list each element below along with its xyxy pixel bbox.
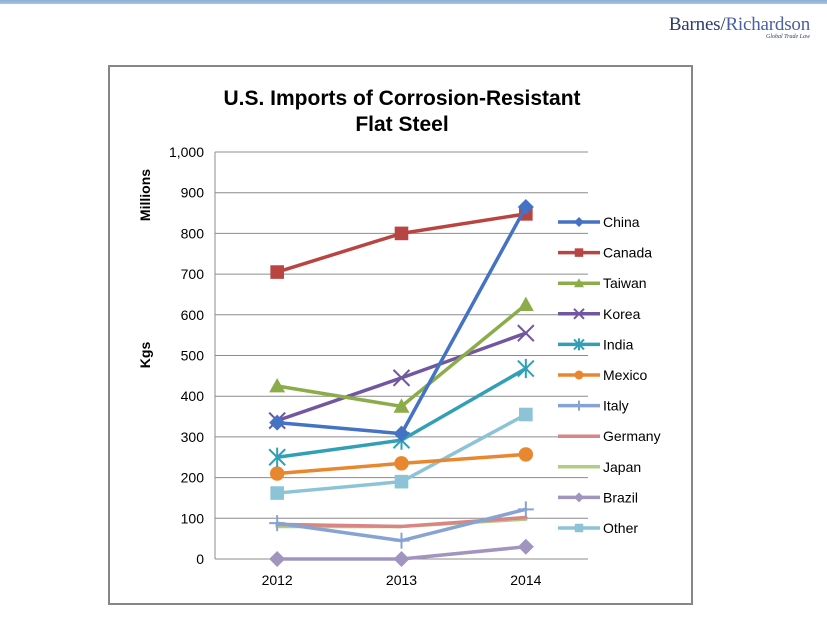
legend-item: Taiwan	[558, 275, 647, 291]
x-tick-label: 2012	[262, 572, 293, 588]
y-tick-label: 900	[181, 185, 205, 201]
data-point-marker	[269, 378, 286, 393]
legend-item: Mexico	[558, 367, 648, 383]
data-point-marker	[393, 551, 410, 567]
series-china	[269, 198, 534, 442]
legend-item: Brazil	[558, 489, 638, 505]
y-tick-label: 600	[181, 307, 205, 323]
legend-item: Other	[558, 520, 638, 536]
legend-label: India	[603, 336, 634, 352]
data-point-marker	[517, 501, 534, 518]
data-point-marker	[517, 358, 535, 379]
data-point-marker	[517, 296, 534, 312]
y-tick-label: 300	[181, 429, 205, 445]
legend-label: Japan	[603, 459, 641, 475]
data-point-marker	[518, 447, 534, 462]
data-point-marker	[394, 474, 409, 489]
legend-marker	[574, 370, 584, 380]
legend-label: Canada	[603, 245, 652, 261]
y-axis-title: Kgs	[137, 342, 153, 369]
legend-label: Other	[603, 520, 638, 536]
y-tick-label: 400	[181, 388, 205, 404]
legend-marker	[574, 278, 584, 288]
series-korea	[268, 324, 535, 430]
series-italy	[269, 501, 534, 549]
chart-frame: U.S. Imports of Corrosion-Resistant Flat …	[108, 65, 693, 605]
legend-label: Mexico	[603, 367, 648, 383]
series-lines	[268, 198, 535, 567]
legend-label: Germany	[603, 428, 661, 444]
axes: 0 100 200 300 400 500 600 700 800 900 1,000 2012 201…	[137, 144, 588, 588]
y-tick-label: 500	[181, 348, 205, 364]
legend-marker	[574, 217, 584, 227]
data-point-marker	[517, 324, 535, 342]
y-tick-label: 200	[181, 470, 205, 486]
legend-label: Italy	[603, 398, 629, 414]
chart-title-line: U.S. Imports of Corrosion-Resistant	[223, 87, 580, 110]
chart-title: U.S. Imports of Corrosion-Resistant Flat …	[223, 87, 580, 136]
legend-item: India	[558, 336, 634, 352]
legend-item: China	[558, 214, 640, 230]
data-point-marker	[270, 486, 284, 500]
series-taiwan	[269, 296, 534, 413]
legend-marker	[574, 400, 584, 411]
legend-item: Japan	[558, 459, 641, 475]
data-point-marker	[519, 407, 533, 422]
data-point-marker	[394, 226, 409, 241]
legend-marker	[573, 338, 585, 351]
legend-label: Brazil	[603, 489, 638, 505]
logo-barnes: Barnes/	[668, 14, 726, 35]
legend-label: China	[603, 214, 640, 230]
data-point-marker	[394, 456, 409, 471]
data-point-marker	[392, 369, 411, 387]
series-brazil	[269, 538, 534, 567]
legend-marker	[574, 248, 584, 257]
data-point-marker	[393, 398, 410, 413]
top-accent-bar	[0, 0, 827, 4]
y-tick-label: 1,000	[169, 144, 204, 160]
y-unit-label: Millions	[137, 169, 153, 221]
y-tick-label: 0	[196, 551, 204, 567]
legend-item: Italy	[558, 398, 629, 414]
legend-label: Korea	[603, 306, 641, 322]
legend-marker	[574, 523, 584, 533]
legend-item: Germany	[558, 428, 661, 444]
legend-marker	[573, 308, 585, 320]
logo-richardson: Richardson	[725, 14, 810, 35]
data-point-marker	[393, 425, 410, 442]
legend-marker	[574, 492, 584, 503]
series-mexico	[269, 447, 534, 481]
y-tick-label: 800	[181, 225, 205, 241]
data-point-marker	[269, 515, 286, 532]
data-point-marker	[269, 551, 286, 567]
legend: China Canada Taiwan Korea India Mexico Italy Ge…	[558, 214, 661, 536]
data-point-marker	[269, 466, 285, 481]
legend-item: Korea	[558, 306, 641, 322]
legend-label: Taiwan	[603, 275, 647, 291]
data-point-marker	[270, 265, 284, 279]
chart-title-line: Flat Steel	[355, 113, 448, 136]
series-india	[268, 358, 535, 467]
logo-wordmark: Barnes/Richardson	[669, 14, 810, 36]
data-point-marker	[517, 198, 534, 215]
data-point-marker	[268, 447, 286, 467]
line-chart: U.S. Imports of Corrosion-Resistant Flat …	[137, 87, 661, 588]
legend-item: Canada	[558, 245, 652, 261]
series-other	[270, 407, 533, 500]
data-point-marker	[269, 414, 286, 431]
y-tick-label: 100	[181, 510, 205, 526]
company-logo: Barnes/Richardson Global Trade Law	[656, 14, 816, 44]
data-point-marker	[393, 532, 410, 549]
y-tick-label: 700	[181, 266, 205, 282]
x-tick-label: 2014	[510, 572, 541, 588]
x-tick-label: 2013	[386, 572, 417, 588]
logo-tagline: Global Trade Law	[765, 34, 810, 40]
data-point-marker	[517, 538, 534, 555]
series-line	[275, 212, 528, 274]
